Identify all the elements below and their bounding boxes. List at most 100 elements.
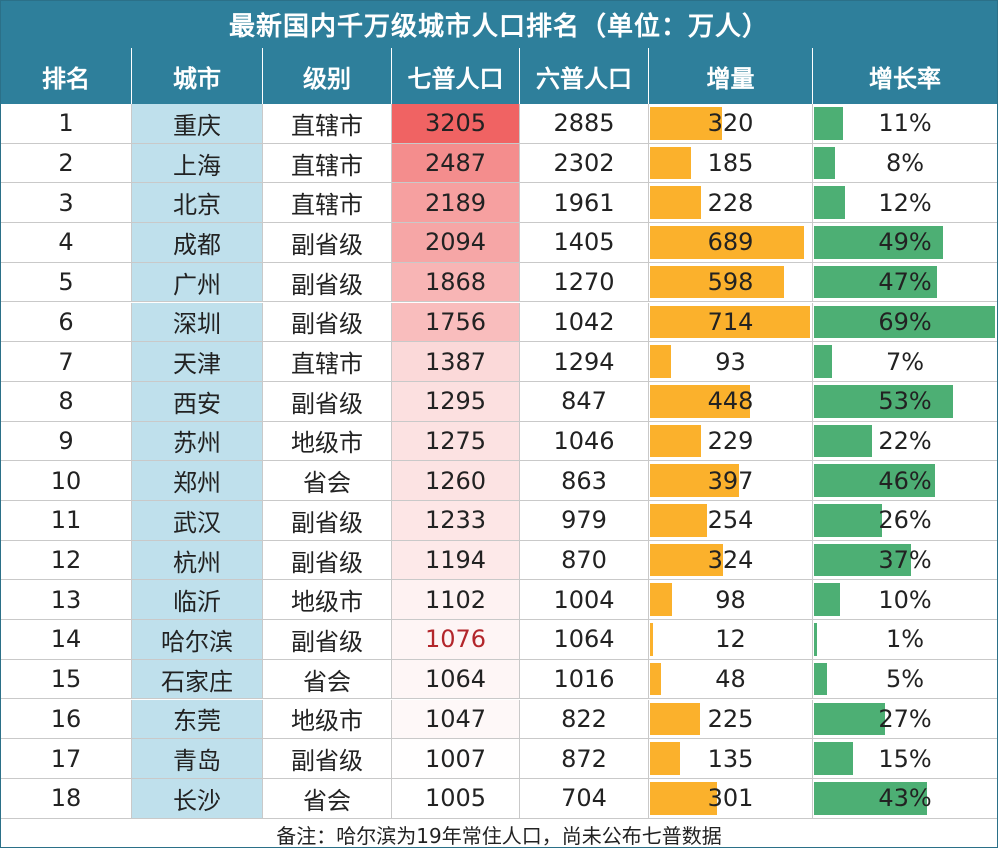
increase-bar (650, 742, 681, 775)
cell-pop6: 1405 (519, 223, 648, 262)
increase-bar (650, 464, 739, 497)
increase-bar (650, 781, 718, 815)
population-heat-fill (392, 778, 519, 818)
cell-rate: 11% (812, 104, 997, 143)
growth-rate-bar (814, 226, 943, 259)
cell-inc: 98 (648, 580, 812, 620)
cell-rank: 3 (1, 183, 131, 222)
cell-text: 1% (885, 625, 925, 654)
table-row: 18 长沙 省会 1005 704 301 43% (1, 778, 997, 819)
cell-text: 省会 (303, 469, 351, 498)
column-header-rate: 增长率 (812, 48, 997, 104)
cell-text: 1064 (553, 625, 615, 654)
cell-inc: 225 (648, 699, 812, 739)
cell-text: 1194 (424, 546, 487, 575)
column-header-pop6: 六普人口 (519, 48, 648, 104)
cell-city: 北京 (131, 183, 262, 223)
cell-text: 1961 (553, 188, 615, 217)
cell-rank: 13 (1, 580, 131, 619)
cell-text: 临沂 (173, 588, 221, 617)
cell-text: 10% (878, 585, 932, 614)
cell-text: 12 (715, 625, 746, 654)
cell-rank: 1 (1, 104, 131, 143)
cell-inc: 689 (648, 223, 812, 262)
cell-text: 地级市 (291, 588, 363, 617)
cell-pop6: 1016 (519, 659, 648, 699)
cell-rate: 37% (812, 540, 997, 580)
increase-bar (650, 226, 805, 259)
cell-inc: 48 (648, 659, 812, 699)
growth-rate-bar (814, 464, 935, 497)
cell-text: 8% (885, 149, 925, 178)
cell-rate: 47% (812, 262, 997, 302)
cell-level: 省会 (262, 461, 391, 500)
cell-rank: 2 (1, 144, 131, 183)
table-row: 17 青岛 副省级 1007 872 135 15% (1, 739, 997, 779)
cell-rank: 10 (1, 461, 131, 500)
cell-text: 46% (878, 466, 932, 495)
cell-pop7: 1194 (391, 540, 519, 580)
cell-text: 12% (878, 188, 932, 217)
cell-text: 2885 (553, 109, 615, 138)
cell-text: 1294 (553, 347, 615, 376)
cell-text: 1295 (424, 387, 487, 416)
cell-rate: 69% (812, 302, 997, 342)
cell-text: 直辖市 (291, 350, 363, 379)
growth-rate-bar (814, 742, 854, 775)
cell-text: 93 (715, 347, 746, 376)
growth-rate-bar (814, 107, 843, 140)
cell-city: 郑州 (131, 461, 262, 500)
cell-pop6: 704 (519, 778, 648, 818)
cell-text: 广州 (173, 270, 221, 299)
population-heat-fill (392, 223, 519, 262)
increase-bar (650, 305, 810, 339)
cell-text: 847 (561, 387, 607, 416)
cell-pop7: 1233 (391, 501, 519, 540)
cell-text: 979 (561, 506, 607, 535)
table-row: 7 天津 直辖市 1387 1294 93 7% (1, 342, 997, 382)
cell-text: 5% (885, 665, 925, 694)
cell-pop7: 2487 (391, 143, 519, 183)
cell-text: 天津 (173, 350, 221, 379)
table-row: 13 临沂 地级市 1102 1004 98 10% (1, 580, 997, 621)
cell-text: 1233 (424, 506, 487, 535)
cell-rate: 12% (812, 183, 997, 223)
cell-pop6: 1064 (519, 620, 648, 659)
cell-rank: 7 (1, 342, 131, 381)
cell-pop7: 3205 (391, 104, 519, 143)
cell-pop6: 1294 (519, 342, 648, 381)
cell-text: 3205 (424, 109, 487, 138)
cell-rank: 6 (1, 303, 131, 342)
table-header: 排名 城市 级别 七普人口 六普人口 增量 增长率 (1, 48, 997, 104)
increase-bar (650, 424, 702, 458)
increase-bar (650, 543, 723, 577)
cell-level: 省会 (262, 778, 391, 818)
cell-text: 1868 (424, 268, 487, 297)
cell-rank: 16 (1, 700, 131, 739)
cell-text: 53% (878, 387, 932, 416)
column-header-pop7: 七普人口 (391, 48, 519, 104)
cell-text: 43% (878, 784, 932, 813)
cell-text: 228 (707, 188, 754, 217)
cell-city: 哈尔滨 (131, 620, 262, 659)
cell-text: 1102 (424, 585, 487, 614)
cell-rank: 14 (1, 620, 131, 659)
growth-rate-bar (814, 146, 835, 180)
cell-city: 苏州 (131, 421, 262, 461)
cell-pop7: 1275 (391, 421, 519, 461)
cell-text: 副省级 (291, 508, 363, 537)
cell-city: 深圳 (131, 302, 262, 342)
cell-text: 1004 (553, 585, 615, 614)
cell-text: 2 (58, 149, 74, 178)
cell-text: 深圳 (173, 310, 221, 339)
cell-inc: 12 (648, 620, 812, 659)
cell-text: 69% (878, 307, 932, 336)
cell-text: 哈尔滨 (161, 627, 233, 656)
cell-inc: 185 (648, 143, 812, 183)
cell-text: 苏州 (173, 429, 221, 458)
growth-rate-bar (814, 424, 872, 458)
cell-level: 副省级 (262, 739, 391, 778)
growth-rate-bar (814, 781, 927, 815)
cell-text: 2487 (424, 149, 487, 178)
cell-pop6: 870 (519, 540, 648, 580)
